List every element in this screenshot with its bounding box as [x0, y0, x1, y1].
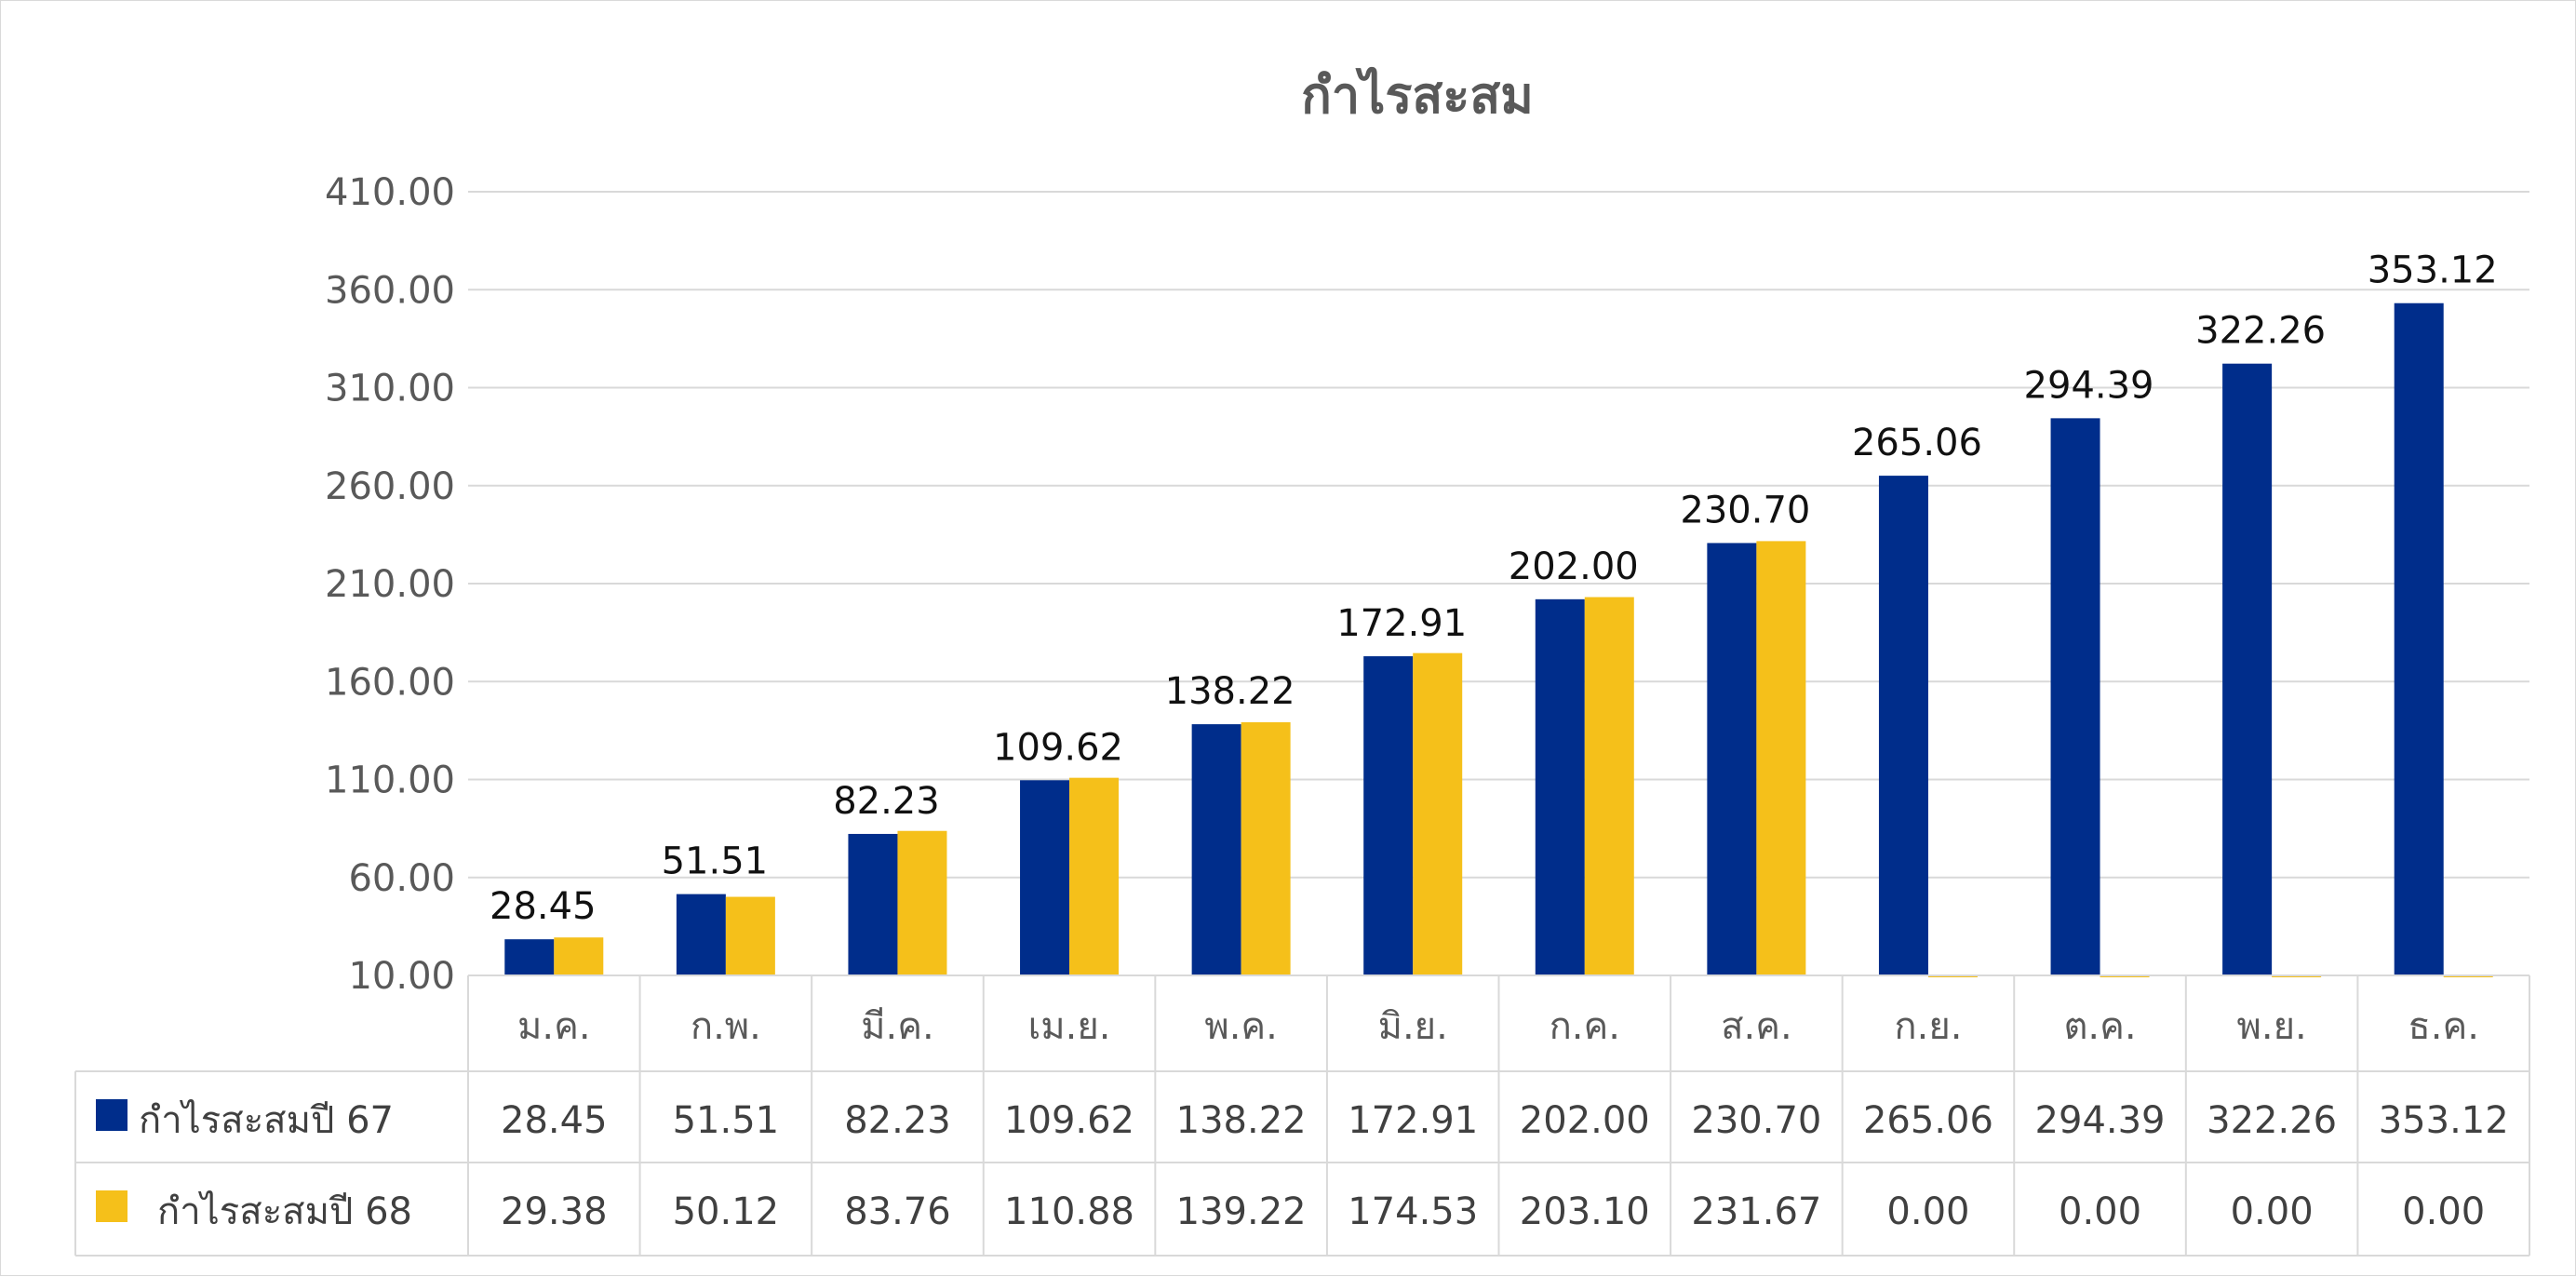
- data-label-series-1: 294.39: [2024, 364, 2154, 407]
- y-tick-label: 260.00: [325, 465, 455, 508]
- table-cell-series-2: 50.12: [673, 1190, 780, 1233]
- table-cell-series-2: 203.10: [1520, 1190, 1650, 1233]
- chart-title: กำไรสะสม: [1301, 66, 1534, 125]
- bar-series-2: [725, 896, 775, 975]
- data-labels: 28.45 51.51 82.23 109.62 138.22 172.91 202.00 2…: [490, 249, 2498, 928]
- bar-series-2: [1756, 541, 1806, 975]
- category-label: ม.ค.: [517, 1005, 591, 1048]
- bar-series-2: [897, 830, 947, 975]
- bar-series-2: [1241, 721, 1291, 975]
- table-cell-series-2: 174.53: [1348, 1190, 1478, 1233]
- series-name-1: กำไรสะสมปี 67: [139, 1099, 394, 1142]
- bar-series-1: [504, 939, 555, 975]
- table-cell-series-1: 82.23: [844, 1099, 951, 1142]
- data-label-series-1: 138.22: [1165, 670, 1295, 713]
- data-label-series-1: 172.91: [1336, 602, 1467, 645]
- table-cell-series-1: 109.62: [1004, 1099, 1134, 1142]
- axes: 10.00 60.00 110.00 160.00 210.00 260.00 310.00…: [325, 171, 2529, 998]
- bar-series-1: [1363, 656, 1414, 975]
- category-label: มิ.ย.: [1378, 1005, 1448, 1048]
- category-label: ต.ค.: [2063, 1005, 2136, 1048]
- legend-key-series-2: [96, 1190, 127, 1222]
- y-tick-label: 160.00: [325, 661, 455, 704]
- category-label: ก.พ.: [691, 1005, 761, 1048]
- table-cell-series-1: 202.00: [1520, 1099, 1650, 1142]
- table-cell-series-1: 51.51: [673, 1099, 780, 1142]
- bar-series-1: [1878, 476, 1928, 975]
- bar-series-1: [1020, 780, 1070, 975]
- data-label-series-1: 51.51: [662, 840, 769, 883]
- y-tick-label: 410.00: [325, 171, 455, 214]
- y-tick-label: 310.00: [325, 368, 455, 410]
- y-tick-label: 360.00: [325, 269, 455, 312]
- y-tick-label: 110.00: [325, 759, 455, 802]
- legend-key-series-1: [96, 1099, 127, 1131]
- bar-series-1: [848, 833, 898, 975]
- table-cell-series-2: 29.38: [501, 1190, 608, 1233]
- table-cell-series-2: 231.67: [1691, 1190, 1821, 1233]
- bars: [504, 302, 2493, 977]
- bar-series-1: [676, 894, 726, 975]
- table-cell-series-2: 0.00: [1886, 1190, 1969, 1233]
- category-label: ก.ย.: [1894, 1005, 1962, 1048]
- data-label-series-1: 28.45: [490, 885, 597, 928]
- table-cell-series-2: 0.00: [2059, 1190, 2141, 1233]
- y-tick-label: 60.00: [348, 857, 455, 900]
- data-label-series-1: 230.70: [1680, 489, 1810, 531]
- table-cell-series-1: 138.22: [1176, 1099, 1307, 1142]
- bar-series-1: [1707, 543, 1757, 975]
- table-cell-series-1: 294.39: [2035, 1099, 2166, 1142]
- table-cell-series-1: 230.70: [1691, 1099, 1821, 1142]
- table-cell-series-1: 28.45: [501, 1099, 608, 1142]
- table-cell-series-1: 265.06: [1863, 1099, 1993, 1142]
- grid-lines: [468, 191, 2529, 879]
- table-cell-series-1: 322.26: [2207, 1099, 2337, 1142]
- data-label-series-1: 353.12: [2368, 249, 2498, 292]
- data-label-series-1: 265.06: [1852, 422, 1982, 464]
- category-label: เม.ย.: [1028, 1005, 1111, 1048]
- table-cell-series-2: 139.22: [1176, 1190, 1307, 1233]
- bar-series-2: [554, 937, 604, 975]
- data-label-series-1: 109.62: [993, 726, 1123, 769]
- bar-series-1: [2050, 418, 2100, 976]
- bar-series-2: [1413, 652, 1463, 975]
- bar-series-1: [1535, 598, 1585, 975]
- data-table: ม.ค. 28.45 29.38 ก.พ. 51.51 50.12 มี.ค. 82.23 83…: [74, 975, 2530, 1257]
- series-name-2: กำไรสะสมปี 68: [157, 1190, 412, 1233]
- category-label: ก.ค.: [1550, 1005, 1620, 1048]
- y-tick-label: 210.00: [325, 563, 455, 606]
- category-label: มี.ค.: [861, 1005, 934, 1048]
- category-label: พ.ค.: [1204, 1005, 1278, 1048]
- bar-series-2: [1069, 777, 1120, 975]
- data-label-series-1: 82.23: [833, 780, 940, 823]
- table-cell-series-1: 172.91: [1348, 1099, 1478, 1142]
- bar-series-2: [1584, 597, 1634, 975]
- bar-series-1: [1191, 724, 1241, 975]
- data-label-series-1: 202.00: [1509, 545, 1639, 588]
- category-label: ส.ค.: [1721, 1005, 1792, 1048]
- table-cell-series-2: 83.76: [844, 1190, 951, 1233]
- category-label: พ.ย.: [2237, 1005, 2307, 1048]
- bar-series-1: [2394, 302, 2444, 975]
- data-label-series-1: 322.26: [2195, 310, 2326, 353]
- table-cell-series-1: 353.12: [2379, 1099, 2509, 1142]
- table-cell-series-2: 110.88: [1004, 1190, 1134, 1233]
- bar-series-1: [2222, 363, 2273, 975]
- table-cell-series-2: 0.00: [2231, 1190, 2314, 1233]
- category-label: ธ.ค.: [2408, 1005, 2479, 1048]
- y-tick-label: 10.00: [348, 955, 455, 998]
- table-cell-series-2: 0.00: [2402, 1190, 2485, 1233]
